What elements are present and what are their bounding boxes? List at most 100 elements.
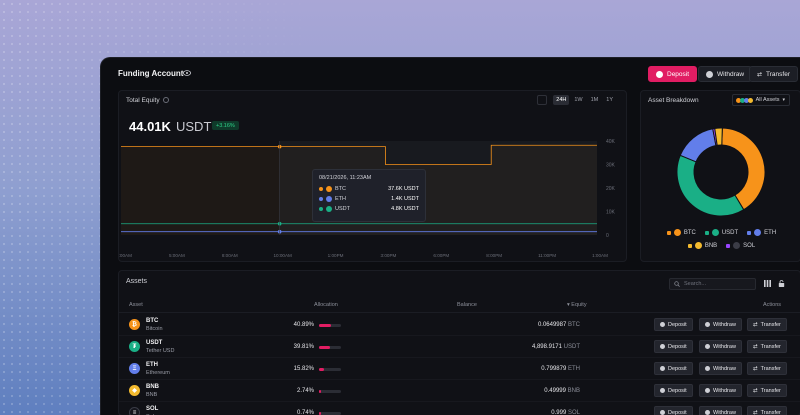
x-tick-label: 5:00AM (169, 253, 185, 258)
row-withdraw-button[interactable]: Withdraw (699, 406, 742, 415)
y-tick-label: 40K (606, 139, 616, 145)
assets-panel: Assets Search... Asset Allocation Balanc… (118, 270, 800, 415)
table-header: Asset Allocation Balance ▾ Equity Action… (119, 297, 800, 313)
row-deposit-button[interactable]: Deposit (654, 318, 693, 331)
row-deposit-button[interactable]: Deposit (654, 406, 693, 415)
x-tick-label: 3:00PM (381, 253, 397, 258)
transfer-icon: ⇄ (753, 343, 758, 350)
row-transfer-button[interactable]: ⇄ Transfer (747, 406, 787, 415)
eth-icon: Ξ (129, 363, 140, 374)
row-deposit-button[interactable]: Deposit (654, 362, 693, 375)
transfer-button[interactable]: ⇄ Transfer (749, 66, 798, 82)
col-equity[interactable]: ▾ Equity (567, 302, 587, 308)
transfer-icon: ⇄ (757, 71, 763, 78)
range-1y[interactable]: 1Y (606, 97, 613, 103)
eye-icon[interactable] (183, 70, 191, 76)
range-1w[interactable]: 1W (574, 97, 583, 103)
search-placeholder: Search... (684, 281, 707, 287)
allocation-bar (319, 324, 341, 327)
y-tick-label: 10K (606, 210, 616, 216)
row-withdraw-button[interactable]: Withdraw (699, 340, 742, 353)
row-withdraw-button[interactable]: Withdraw (699, 362, 742, 375)
y-tick-label: 0 (606, 233, 609, 239)
donut-slice-eth[interactable] (679, 128, 717, 163)
allocation-value: 0.74% (296, 410, 314, 415)
deposit-icon (660, 366, 665, 371)
transfer-icon: ⇄ (753, 387, 758, 394)
table-row[interactable]: ≡SOLSolana0.74%0.999 SOL$91.58DepositWit… (119, 402, 800, 415)
row-deposit-button[interactable]: Deposit (654, 384, 693, 397)
allocation-value: 40.89% (293, 322, 314, 328)
range-1m[interactable]: 1M (590, 97, 599, 103)
info-icon[interactable] (162, 97, 169, 103)
tooltip-date: 08/21/2026, 11:23AM (319, 175, 372, 181)
equity-title: Total Equity (126, 97, 169, 104)
withdraw-icon (705, 344, 710, 349)
btc-icon (673, 229, 681, 236)
transfer-icon: ⇄ (753, 321, 758, 328)
search-icon (674, 281, 680, 287)
legend-eth: ETH (747, 229, 776, 236)
x-tick-label: 1:00AM (592, 253, 608, 258)
app-window: Funding Account Deposit Withdraw ⇄ Trans… (100, 57, 800, 415)
tooltip-val: 37.6K USDT (388, 186, 419, 192)
x-tick-label: 3:00AM (119, 253, 132, 258)
row-transfer-button[interactable]: ⇄ Transfer (747, 318, 787, 331)
allocation-bar (319, 390, 341, 393)
allocation-value: 15.82% (293, 366, 314, 372)
asset-symbol: SOL (146, 406, 159, 412)
col-allocation[interactable]: Allocation (314, 302, 338, 308)
allocation-bar (319, 346, 341, 349)
balance-value: 4,898.9171 USDT (531, 344, 580, 350)
col-asset[interactable]: Asset (129, 302, 143, 308)
deposit-icon (660, 388, 665, 393)
equity-title-text: Total Equity (126, 97, 160, 104)
col-balance[interactable]: Balance (457, 302, 477, 308)
donut-slice-usdt[interactable] (676, 154, 745, 217)
x-tick-label: 11:00PM (538, 253, 556, 258)
range-24h[interactable]: 24H (553, 95, 570, 105)
allocation-donut-chart[interactable] (668, 119, 774, 225)
withdraw-icon (705, 388, 710, 393)
usdt-icon (711, 229, 719, 236)
donut-legend-row-2: BNB SOL (641, 242, 800, 249)
y-tick-label: 20K (606, 186, 616, 192)
sort-desc-icon: ▾ (567, 302, 572, 308)
tooltip-row-btc: BTC 37.6K USDT (319, 186, 419, 192)
allocation-value: 2.74% (296, 388, 314, 394)
equity-change-badge: +3.16% (212, 121, 239, 130)
balance-value: 0.999 SOL (551, 410, 580, 415)
x-tick-label: 8:00PM (486, 253, 502, 258)
asset-filter-dropdown[interactable]: All Assets ▾ (731, 94, 790, 106)
row-transfer-button[interactable]: ⇄ Transfer (747, 362, 787, 375)
row-withdraw-button[interactable]: Withdraw (699, 318, 742, 331)
deposit-button[interactable]: Deposit (648, 66, 698, 82)
row-deposit-button[interactable]: Deposit (654, 340, 693, 353)
asset-filter-label: All Assets (755, 97, 780, 103)
asset-name: Ethereum (146, 370, 170, 376)
top-bar: Funding Account Deposit Withdraw ⇄ Trans… (101, 58, 800, 90)
lock-icon[interactable] (778, 280, 785, 287)
withdraw-button[interactable]: Withdraw (698, 66, 753, 82)
donut-slice-btc[interactable] (721, 127, 766, 211)
asset-name: BNB (146, 392, 158, 398)
chevron-down-icon: ▾ (782, 97, 785, 103)
usdt-icon: ₮ (129, 341, 140, 352)
col-actions: Actions (763, 302, 782, 308)
allocation-value: 39.81% (293, 344, 314, 350)
usdt-dot (319, 207, 323, 211)
row-transfer-button[interactable]: ⇄ Transfer (747, 340, 787, 353)
columns-icon[interactable] (764, 280, 771, 287)
row-withdraw-button[interactable]: Withdraw (699, 384, 742, 397)
donut-slice-bnb[interactable] (714, 127, 723, 146)
row-transfer-button[interactable]: ⇄ Transfer (747, 384, 787, 397)
x-tick-label: 10:00AM (273, 253, 292, 258)
legend-bnb: BNB (687, 242, 717, 249)
swap-icon[interactable] (537, 95, 548, 105)
search-input[interactable]: Search... (669, 278, 756, 290)
balance-value: 0.799879 ETH (541, 366, 580, 372)
